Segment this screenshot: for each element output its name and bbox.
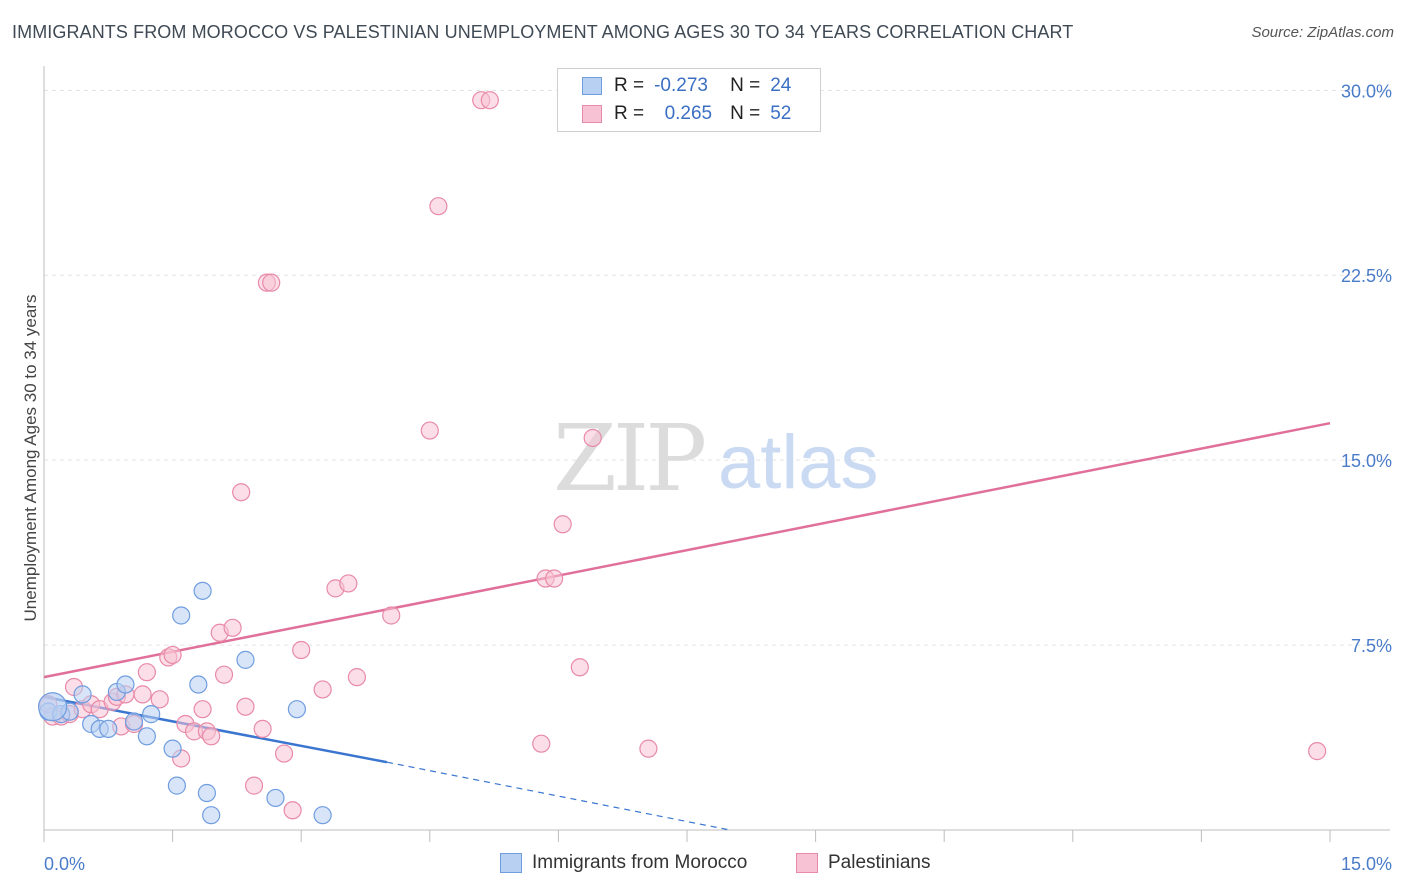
y-axis-label: Unemployment Among Ages 30 to 34 years [21, 295, 40, 622]
x-tick-label-1: 15.0% [1341, 854, 1392, 874]
point-morocco-22 [313, 806, 332, 825]
grid-lines [44, 89, 1390, 646]
legend-r-value-morocco: -0.273 [654, 75, 708, 96]
trend-line-palestinians [43, 421, 1331, 679]
bottom-legend-swatch-palestinians [796, 853, 818, 873]
point-palestinians-26 [223, 618, 242, 637]
watermark: ZIP atlas [553, 405, 879, 512]
legend-r-value-palestinians: 0.265 [664, 103, 713, 124]
point-morocco-3 [73, 685, 92, 704]
legend-swatch-palestinians [582, 105, 602, 123]
point-palestinians-17 [163, 645, 182, 665]
axes [43, 66, 1390, 842]
morocco-points [37, 581, 332, 825]
point-morocco-12 [163, 739, 182, 758]
point-morocco-9 [124, 712, 144, 731]
point-palestinians-39 [347, 668, 367, 687]
point-palestinians-15 [150, 690, 169, 709]
point-morocco-8 [116, 675, 135, 694]
legend-row-palestinians: R = 0.265 N = 52 [582, 102, 791, 126]
watermark-atlas: atlas [718, 420, 879, 505]
point-palestinians-14 [137, 663, 156, 682]
point-palestinians-50 [583, 428, 602, 448]
point-morocco-18 [202, 806, 221, 825]
point-morocco-13 [167, 776, 186, 795]
point-palestinians-23 [202, 727, 221, 746]
y-tick-label-3: 30.0% [1341, 81, 1392, 101]
point-palestinians-34 [283, 801, 302, 820]
point-palestinians-52 [1308, 742, 1327, 761]
point-palestinians-42 [429, 197, 448, 216]
y-tick-label-0: 7.5% [1351, 636, 1392, 656]
bottom-legend-label-palestinians: Palestinians [828, 852, 931, 873]
legend-n-value-palestinians: 52 [770, 103, 792, 124]
point-morocco-11 [142, 705, 161, 724]
point-palestinians-32 [262, 273, 281, 292]
legend-r-label: R = [614, 75, 645, 96]
point-palestinians-29 [244, 776, 264, 795]
point-palestinians-25 [214, 665, 234, 684]
point-morocco-6 [99, 719, 118, 739]
point-palestinians-38 [339, 574, 358, 593]
point-palestinians-33 [274, 744, 294, 763]
point-morocco-10 [137, 727, 156, 746]
point-palestinians-41 [420, 421, 439, 440]
point-palestinians-35 [292, 640, 311, 660]
legend-row-morocco: R = -0.273 N = 24 [582, 74, 791, 98]
point-palestinians-27 [232, 483, 251, 502]
point-morocco-20 [266, 788, 285, 808]
bottom-legend-label-morocco: Immigrants from Morocco [532, 852, 748, 873]
point-palestinians-36 [313, 680, 332, 699]
legend-n-label: N = [730, 75, 761, 96]
point-palestinians-45 [532, 734, 551, 753]
x-tick-label-0: 0.0% [44, 854, 85, 874]
palestinians-points [39, 91, 1327, 820]
legend-n-value-morocco: 24 [770, 75, 792, 96]
trend-line-morocco-extension [386, 761, 730, 831]
legend-r-label: R = [614, 103, 645, 124]
source-label: Source: ZipAtlas.com [1251, 24, 1394, 41]
correlation-legend: R = -0.273 N = 24 R = 0.265 N = 52 [557, 68, 821, 132]
y-tick-label-1: 15.0% [1341, 451, 1392, 471]
y-tick-label-2: 22.5% [1341, 266, 1392, 286]
legend-n-label: N = [730, 103, 761, 124]
point-morocco-14 [172, 606, 191, 625]
legend-swatch-morocco [582, 77, 602, 95]
point-palestinians-40 [382, 606, 401, 625]
point-palestinians-30 [253, 719, 272, 739]
chart-title: IMMIGRANTS FROM MOROCCO VS PALESTINIAN U… [12, 22, 1074, 42]
tick-labels: 7.5% 15.0% 22.5% 30.0% 0.0% 15.0% [44, 81, 1392, 874]
point-morocco-23 [37, 692, 68, 722]
bottom-legend-swatch-morocco [500, 853, 522, 873]
bottom-legend-morocco: Immigrants from Morocco [500, 852, 747, 874]
bottom-legend-palestinians: Palestinians [796, 852, 930, 874]
point-morocco-19 [236, 650, 255, 669]
point-palestinians-48 [553, 515, 572, 534]
point-palestinians-28 [236, 697, 255, 716]
point-morocco-16 [193, 581, 212, 600]
point-morocco-17 [197, 783, 216, 803]
point-palestinians-44 [480, 91, 499, 110]
point-palestinians-13 [133, 685, 152, 704]
point-palestinians-47 [545, 569, 564, 588]
point-palestinians-21 [193, 700, 212, 719]
point-morocco-21 [287, 700, 307, 719]
watermark-zip: ZIP [553, 405, 704, 512]
point-morocco-15 [189, 675, 208, 694]
point-palestinians-51 [639, 739, 658, 758]
point-palestinians-49 [570, 658, 589, 677]
